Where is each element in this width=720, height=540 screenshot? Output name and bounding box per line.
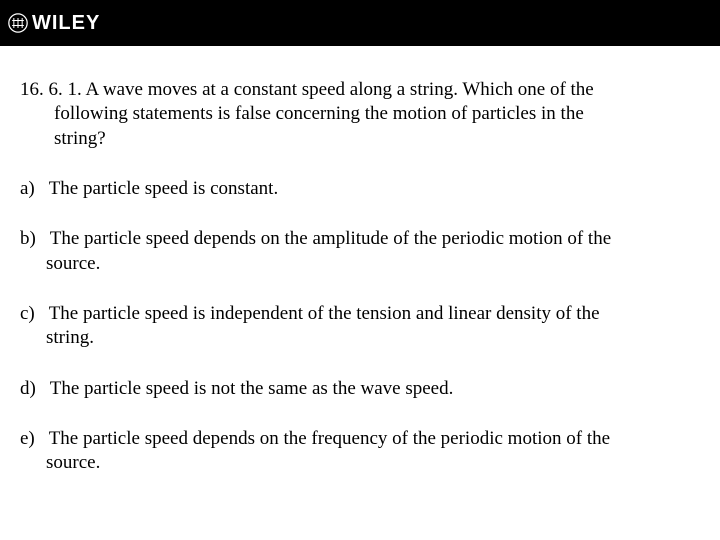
option-d-text: The particle speed is not the same as th…	[50, 378, 454, 399]
question-line1: 16. 6. 1. A wave moves at a constant spe…	[20, 78, 700, 102]
option-e-line1: The particle speed depends on the freque…	[49, 428, 610, 449]
option-c: c) The particle speed is independent of …	[20, 302, 700, 351]
option-a: a) The particle speed is constant.	[20, 177, 700, 201]
option-b-line1: The particle speed depends on the amplit…	[50, 228, 611, 249]
option-c-line1: The particle speed is independent of the…	[49, 303, 600, 324]
option-a-label: a)	[20, 178, 35, 199]
option-c-label: c)	[20, 303, 35, 324]
question-line2: following statements is false concerning…	[20, 102, 700, 126]
slide-content: 16. 6. 1. A wave moves at a constant spe…	[0, 46, 720, 521]
option-c-line2: string.	[20, 326, 700, 350]
option-e-label: e)	[20, 428, 35, 449]
option-b-line2: source.	[20, 252, 700, 276]
wiley-mark-icon	[8, 13, 28, 33]
option-d-label: d)	[20, 378, 36, 399]
brand-name: WILEY	[32, 12, 100, 35]
option-a-text: The particle speed is constant.	[49, 178, 279, 199]
option-b: b) The particle speed depends on the amp…	[20, 227, 700, 276]
question-stem: 16. 6. 1. A wave moves at a constant spe…	[20, 78, 700, 151]
header-bar: WILEY	[0, 0, 720, 46]
option-e-line2: source.	[20, 451, 700, 475]
option-b-label: b)	[20, 228, 36, 249]
option-d: d) The particle speed is not the same as…	[20, 377, 700, 401]
option-e: e) The particle speed depends on the fre…	[20, 427, 700, 476]
brand-logo: WILEY	[8, 12, 100, 35]
question-line3: string?	[20, 127, 700, 151]
